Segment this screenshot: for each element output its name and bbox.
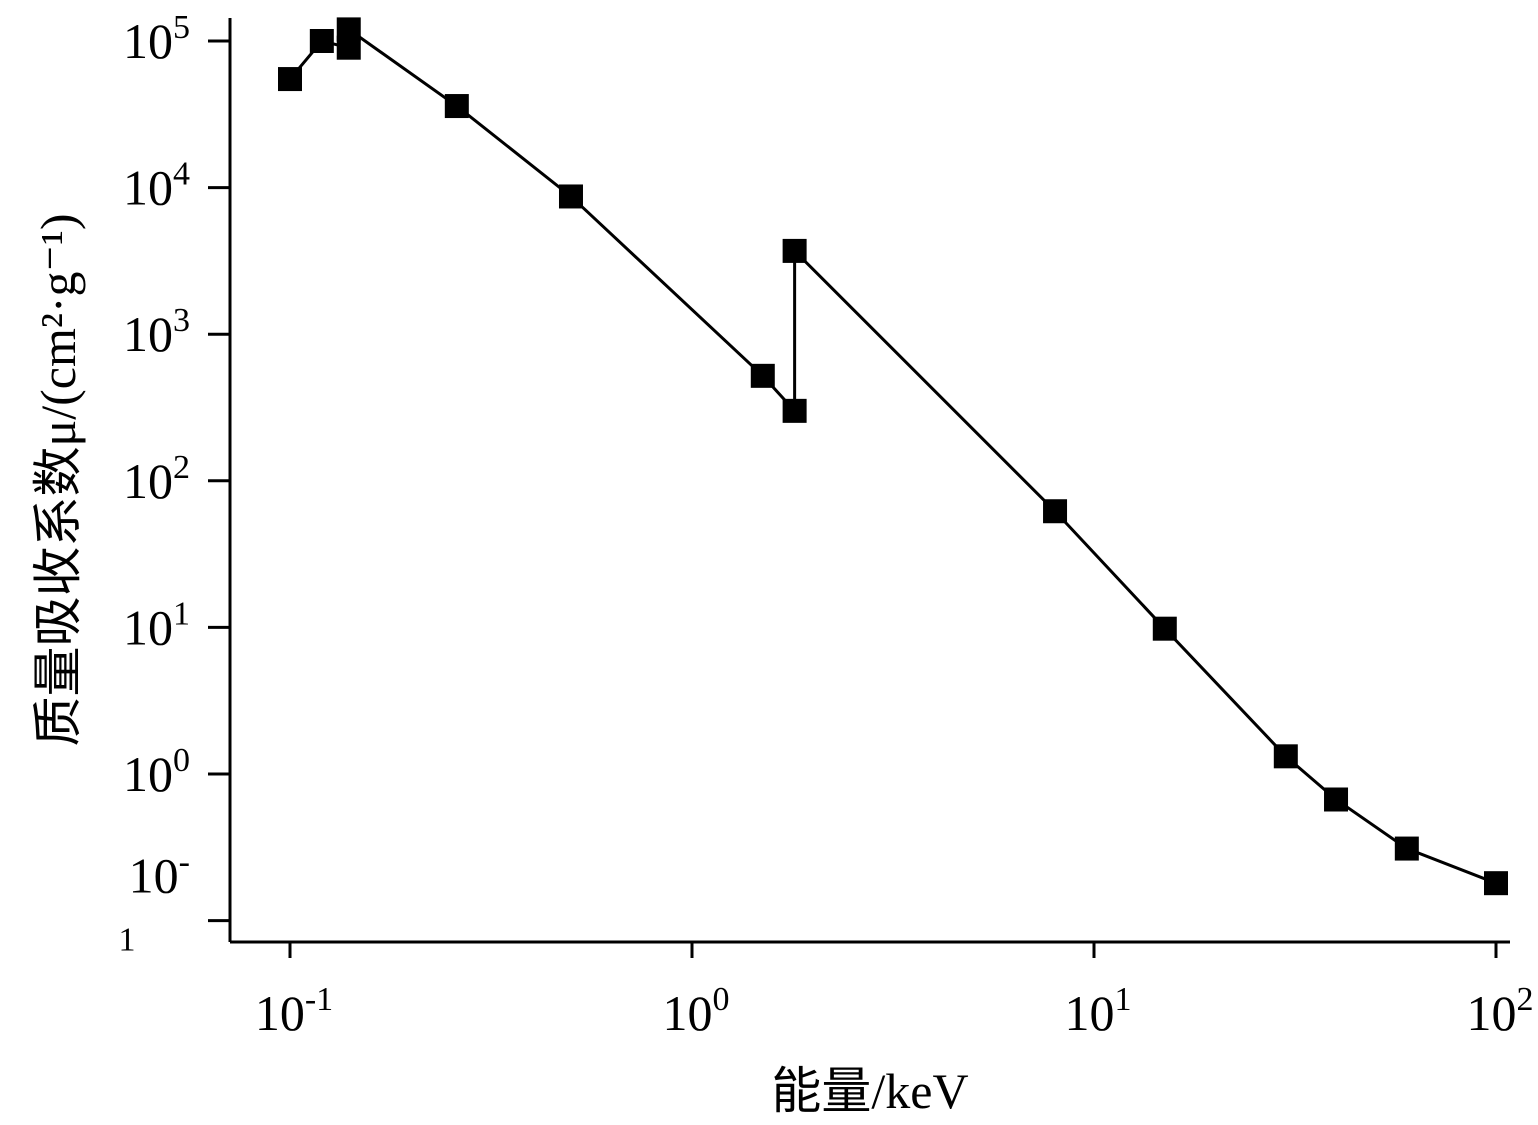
y-tick-label: 102 [123,449,190,509]
y-axis-label: 质量吸收系数μ/(cm²·g⁻¹) [30,213,86,746]
series-group [278,17,1508,896]
data-point-marker [1394,836,1419,861]
data-point-marker [782,398,807,423]
data-point-marker [336,17,361,42]
series-line [288,26,1497,885]
data-point-marker [782,238,807,263]
y-tick-label: 100 [123,742,190,802]
data-point-marker [1484,871,1508,896]
data-point-marker [1152,616,1177,641]
data-point-marker [1324,787,1349,812]
y-tick-label: 103 [123,302,190,362]
y-tick-label: 10- [129,844,190,904]
data-point-marker [1273,744,1298,769]
data-point-marker [444,94,469,119]
data-point-marker [558,184,583,209]
y-tick-label: 104 [123,156,190,216]
data-point-marker [1043,499,1068,524]
data-point-marker [309,29,334,53]
y-tick-label: 101 [123,595,190,655]
x-tick-label: 102 [1467,981,1534,1041]
x-tick-label: 100 [663,981,730,1041]
data-point-marker [750,363,775,388]
y-tick-label: 105 [123,9,190,69]
x-tick-label: 10-1 [255,981,333,1041]
data-point-marker [278,67,302,92]
x-tick-label: 101 [1065,981,1132,1041]
y-tick-label-wrap: 1 [119,922,136,959]
x-axis-label: 能量/keV [771,1063,968,1119]
